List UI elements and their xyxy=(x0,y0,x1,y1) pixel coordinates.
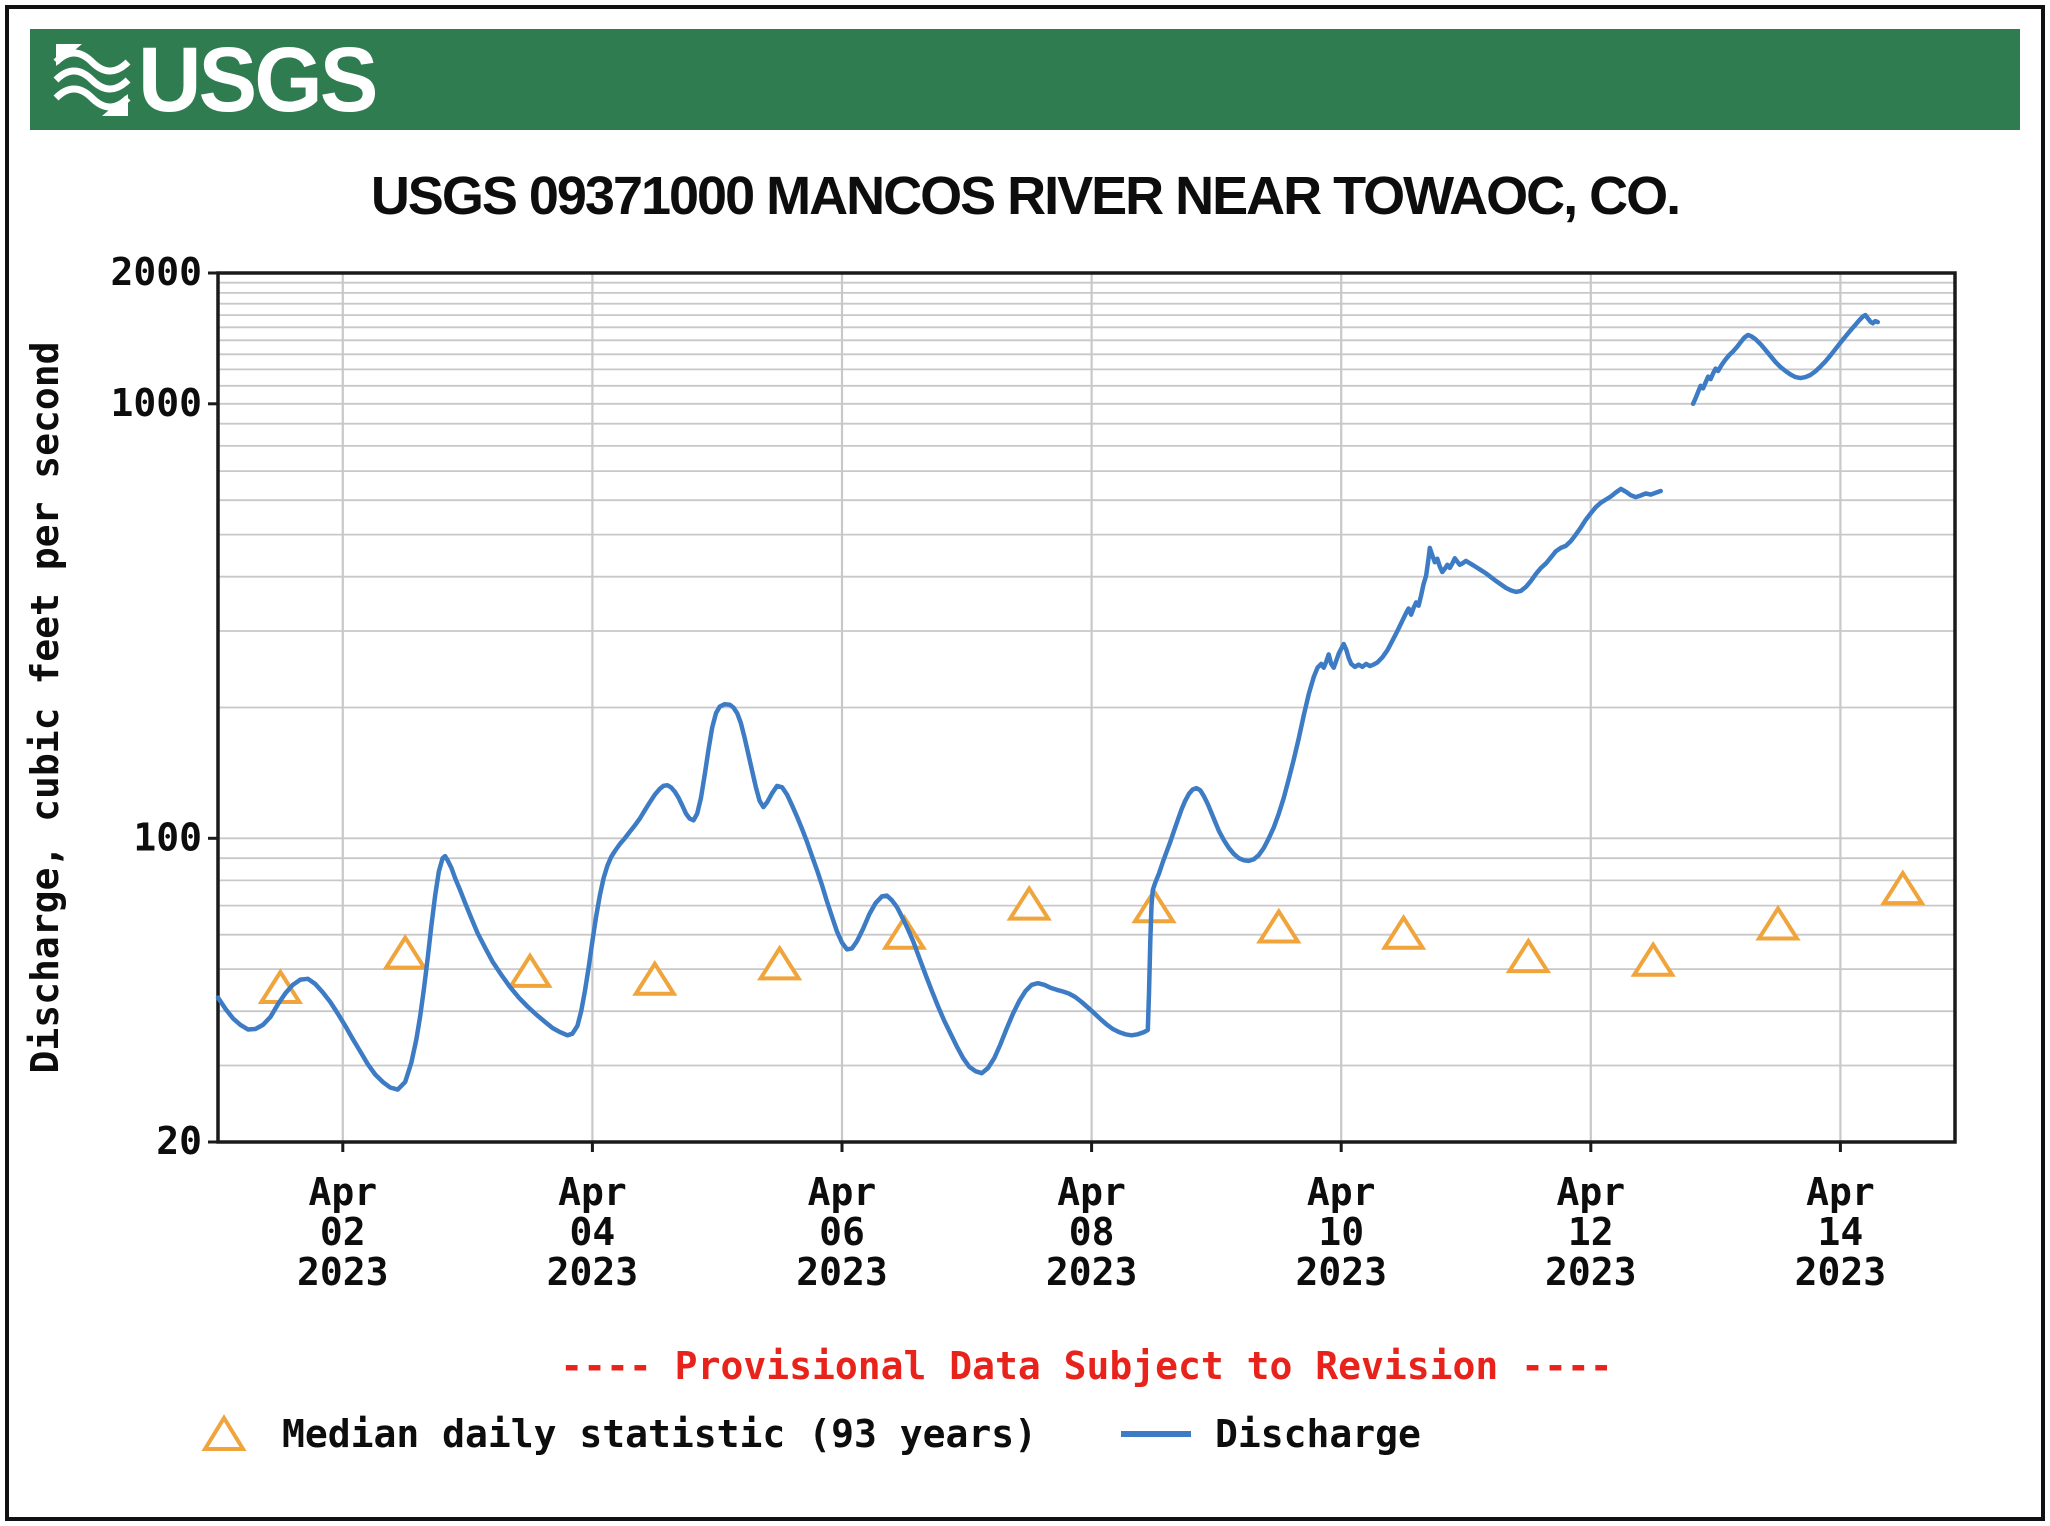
provisional-note: ---- Provisional Data Subject to Revisio… xyxy=(560,1344,1613,1388)
plot-border xyxy=(216,271,1957,1144)
median-marker xyxy=(1630,940,1676,977)
median-marker xyxy=(1755,904,1801,941)
usgs-logo-text: USGS xyxy=(138,27,378,131)
median-marker xyxy=(1380,913,1427,950)
legend-median-label: Median daily statistic (93 years) xyxy=(282,1412,1037,1456)
y-tick-label: 20 xyxy=(156,1119,202,1163)
median-marker xyxy=(507,952,553,988)
median-marker xyxy=(632,960,678,996)
x-tick-label: Apr 02 2023 xyxy=(297,1170,389,1294)
median-marker xyxy=(1006,884,1052,921)
chart-title: USGS 09371000 MANCOS RIVER NEAR TOWAOC, … xyxy=(370,166,1681,226)
usgs-header-bar: USGS xyxy=(30,29,2020,130)
discharge-line xyxy=(1690,312,1881,407)
x-tick-label: Apr 14 2023 xyxy=(1795,1170,1887,1294)
x-tick-label: Apr 06 2023 xyxy=(796,1170,888,1294)
median-marker xyxy=(1131,887,1177,924)
x-tick-label: Apr 10 2023 xyxy=(1295,1170,1387,1294)
x-tick-label: Apr 08 2023 xyxy=(1046,1170,1138,1294)
median-marker xyxy=(756,944,803,981)
y-tick-label: 2000 xyxy=(110,250,202,294)
y-axis-title: Discharge, cubic feet per second xyxy=(23,341,67,1073)
legend: Median daily statistic (93 years) Discha… xyxy=(200,1412,1421,1456)
median-marker xyxy=(1505,937,1552,974)
median-triangle-icon xyxy=(201,1414,247,1451)
legend-discharge-label: Discharge xyxy=(1214,1412,1421,1456)
x-tick-label: Apr 04 2023 xyxy=(547,1170,639,1294)
usgs-logo: USGS xyxy=(52,27,378,131)
median-marker xyxy=(1256,907,1302,944)
discharge-line-icon xyxy=(1120,1431,1191,1437)
median-marker xyxy=(382,933,428,970)
x-tick-label: Apr 12 2023 xyxy=(1545,1170,1637,1294)
y-tick-label: 100 xyxy=(133,815,202,859)
usgs-wave-icon xyxy=(53,43,131,116)
discharge-line xyxy=(215,486,1663,1092)
median-marker xyxy=(1880,869,1926,906)
y-tick-label: 1000 xyxy=(110,381,202,425)
